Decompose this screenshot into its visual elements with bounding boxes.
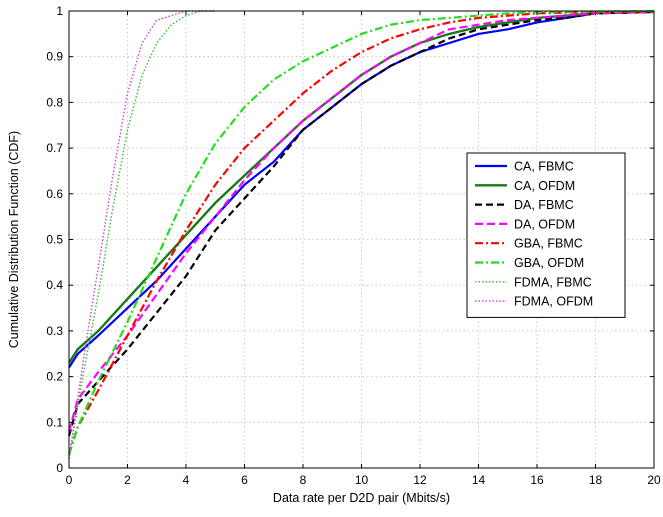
y-tick-label: 0.5 <box>46 233 63 247</box>
legend-entry-label: FDMA, OFDM <box>514 295 593 309</box>
y-tick-label: 0.3 <box>46 324 63 338</box>
series-line-6 <box>68 10 216 460</box>
y-tick-label: 0.4 <box>46 278 63 292</box>
legend-entry-label: DA, OFDM <box>514 217 575 231</box>
axis-ticks: 0 2 4 6 8 10 12 14 16 18 20 0 0.1 0.2 0.3 0.4 0.5 0.6 0.7 0… <box>46 4 661 487</box>
y-tick-label: 0 <box>56 461 63 475</box>
legend-entry-label: FDMA, FBMC <box>514 275 592 289</box>
y-tick-label: 0.9 <box>46 50 63 64</box>
y-tick-label: 0.2 <box>46 370 63 384</box>
legend-box <box>466 152 626 318</box>
x-tick-label: 12 <box>413 473 427 487</box>
x-tick-label: 14 <box>472 473 486 487</box>
x-tick-label: 2 <box>124 473 131 487</box>
x-tick-label: 20 <box>647 473 661 487</box>
legend-entry-label: CA, OFDM <box>514 179 575 193</box>
series-line-2 <box>67 10 655 437</box>
y-tick-label: 0.6 <box>46 187 63 201</box>
series-line-7 <box>68 10 216 460</box>
series-line-1 <box>67 10 655 364</box>
x-tick-label: 10 <box>355 473 369 487</box>
legend-entry-label: CA, FBMC <box>514 160 574 174</box>
y-tick-label: 0.7 <box>46 141 63 155</box>
series-line-0 <box>68 10 655 369</box>
legend-entry-label: DA, FBMC <box>514 198 574 212</box>
y-tick-label: 0.1 <box>46 415 63 429</box>
legend: CA, FBMC CA, OFDM DA, FBMC DA, OFDM GBA, FBM… <box>466 152 626 318</box>
x-tick-label: 6 <box>241 473 248 487</box>
x-tick-label: 8 <box>300 473 307 487</box>
x-tick-label: 16 <box>530 473 544 487</box>
series-lines <box>67 9 655 460</box>
x-axis-label: Data rate per D2D pair (Mbits/s) <box>273 491 450 505</box>
series-line-4 <box>67 10 655 455</box>
y-tick-label: 0.8 <box>46 95 63 109</box>
x-tick-label: 0 <box>66 473 73 487</box>
legend-entry-label: GBA, FBMC <box>514 237 583 251</box>
y-tick-label: 1 <box>56 4 63 18</box>
y-axis-label: Cumulative Distribution Function (CDF) <box>7 131 21 348</box>
x-tick-label: 18 <box>589 473 603 487</box>
legend-entry-label: GBA, OFDM <box>514 256 584 270</box>
series-line-5 <box>67 9 655 455</box>
x-tick-label: 4 <box>183 473 190 487</box>
